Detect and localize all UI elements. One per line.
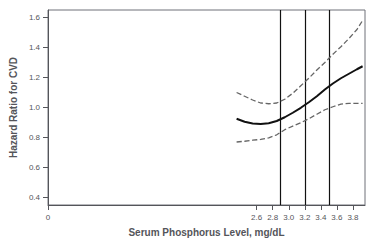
svg-text:0.6: 0.6 (29, 163, 41, 172)
svg-text:0.8: 0.8 (29, 133, 41, 142)
svg-text:1.6: 1.6 (29, 13, 41, 22)
svg-text:0.4: 0.4 (29, 193, 41, 202)
svg-text:1.0: 1.0 (29, 103, 41, 112)
svg-text:Hazard Ratio for CVD: Hazard Ratio for CVD (8, 57, 19, 158)
svg-text:2.8: 2.8 (267, 213, 279, 222)
svg-text:Serum Phosphorus Level, mg/dL: Serum Phosphorus Level, mg/dL (128, 227, 284, 238)
svg-text:0: 0 (46, 213, 51, 222)
svg-text:3.4: 3.4 (315, 213, 327, 222)
svg-text:3.2: 3.2 (299, 213, 311, 222)
svg-text:1.4: 1.4 (29, 43, 41, 52)
svg-text:2.6: 2.6 (251, 213, 263, 222)
svg-text:3.6: 3.6 (331, 213, 343, 222)
svg-text:3.0: 3.0 (283, 213, 295, 222)
svg-text:3.8: 3.8 (347, 213, 359, 222)
svg-text:1.2: 1.2 (29, 73, 41, 82)
